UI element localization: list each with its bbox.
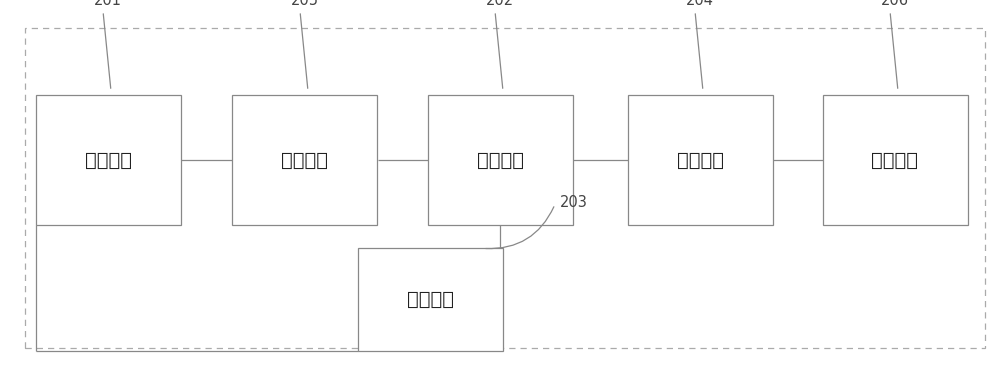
Text: 203: 203 (560, 195, 588, 210)
Bar (428, 95, 572, 225)
Bar (822, 95, 968, 225)
Bar (36, 95, 180, 225)
Text: 虚拟单元: 虚拟单元 (477, 151, 524, 170)
Text: 配置单元: 配置单元 (84, 151, 132, 170)
Text: 备份单元: 备份单元 (676, 151, 724, 170)
Text: 202: 202 (486, 0, 514, 8)
Text: 205: 205 (291, 0, 319, 8)
Text: 切换单元: 切换单元 (406, 290, 454, 309)
Bar (25, 28, 985, 348)
Bar (628, 95, 772, 225)
Text: 206: 206 (881, 0, 909, 8)
Text: 回退单元: 回退单元 (282, 151, 328, 170)
Bar (232, 95, 377, 225)
Text: 恢复单元: 恢复单元 (872, 151, 918, 170)
Bar (358, 248, 503, 351)
Text: 204: 204 (686, 0, 714, 8)
Text: 201: 201 (94, 0, 122, 8)
